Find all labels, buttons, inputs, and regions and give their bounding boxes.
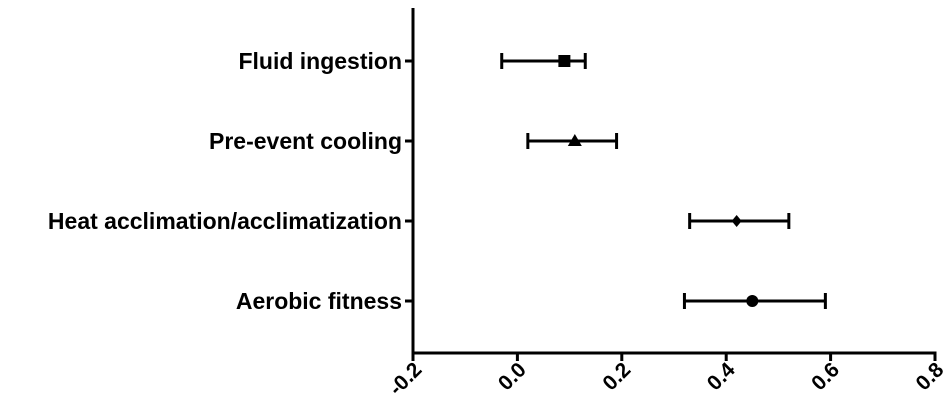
- category-label: Aerobic fitness: [236, 288, 402, 314]
- category-label: Fluid ingestion: [238, 48, 402, 74]
- category-labels: Fluid ingestion Pre-event cooling Heat acc…: [48, 48, 402, 314]
- point-marker: [558, 55, 571, 67]
- x-tick-label: 0.0: [494, 358, 531, 395]
- category-label: Pre-event cooling: [209, 128, 402, 154]
- data-marks: [500, 53, 827, 309]
- point-marker: [746, 295, 759, 307]
- x-tick-label: 0.6: [807, 358, 844, 395]
- x-tick-label: 0.4: [703, 358, 740, 395]
- x-tick-label: 0.2: [598, 358, 635, 395]
- category-label: Heat acclimation/acclimatization: [48, 208, 402, 234]
- x-tick-label: -0.2: [385, 358, 427, 400]
- point-marker: [567, 134, 582, 146]
- point-marker: [731, 215, 742, 227]
- axes: [405, 8, 937, 361]
- x-tick-label: 0.8: [912, 358, 945, 395]
- x-tick-labels: -0.2 0.0 0.2 0.4 0.6 0.8: [385, 358, 945, 400]
